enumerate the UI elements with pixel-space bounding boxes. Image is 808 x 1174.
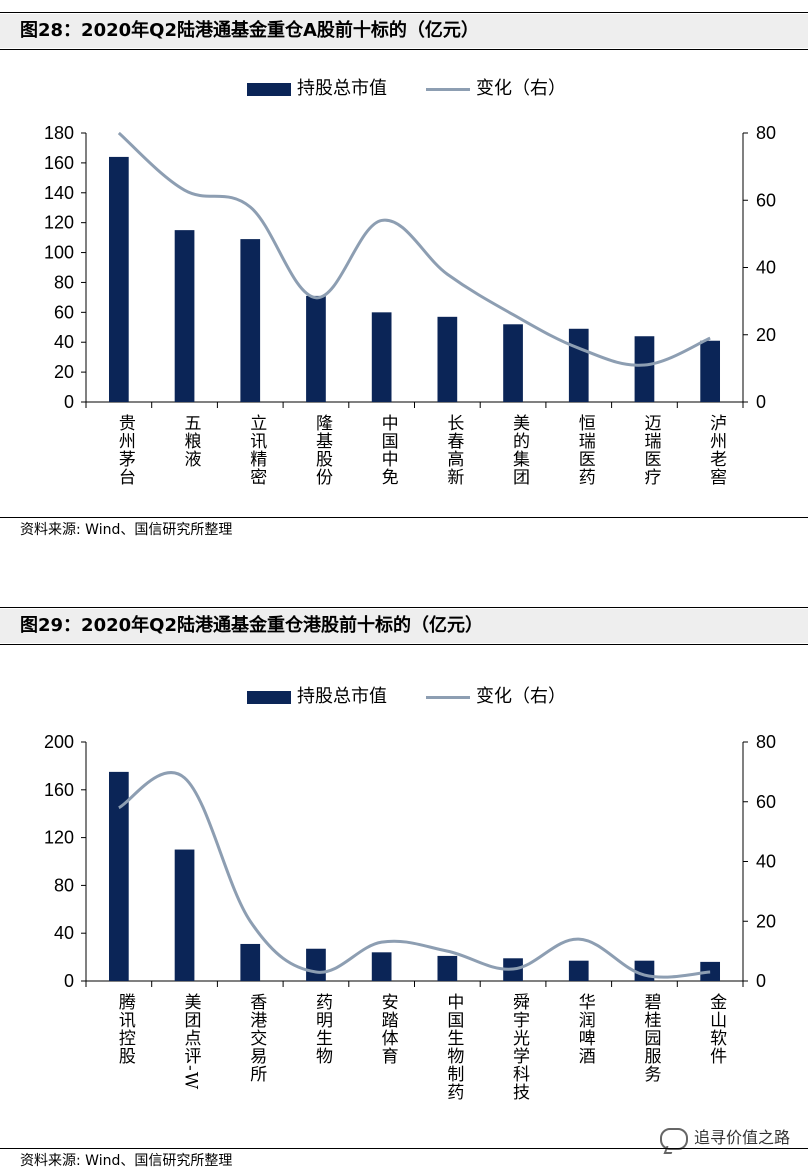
figure-28-legend: 持股总市值 变化（右） <box>0 75 808 103</box>
y-tick-label-right: 60 <box>756 190 776 210</box>
bar <box>174 849 195 981</box>
legend-line-label: 变化（右） <box>476 78 566 99</box>
figure-29-legend: 持股总市值 变化（右） <box>0 683 808 711</box>
figure-28-bottom-rule <box>0 517 808 518</box>
y-tick-label-left: 0 <box>64 392 74 412</box>
bar <box>240 943 261 981</box>
legend-line-label: 变化（右） <box>476 686 566 707</box>
figure-29-title: 图29：2020年Q2陆港通基金重仓港股前十标的（亿元） <box>0 609 808 643</box>
figure-29-title-rule <box>0 644 808 645</box>
figure-29-source: 资料来源: Wind、国信研究所整理 <box>20 1153 233 1169</box>
chart-29-plot: 0 40 80 120 160 200 0 20 40 60 80 腾讯控股 美团点评-W 香港交易所 药明… <box>44 732 776 1101</box>
figure-28-top-rule <box>0 12 808 13</box>
x-tick-label: 长春高新 <box>443 414 464 486</box>
bar <box>568 328 589 402</box>
bar <box>634 960 655 981</box>
x-tick-label: 美的集团 <box>509 414 530 486</box>
y-tick-label-left: 160 <box>44 780 74 800</box>
x-tick-label: 中国生物制药 <box>443 993 464 1101</box>
y-tick-label-left: 40 <box>54 923 74 943</box>
figure-29-bottom-rule <box>0 1148 808 1149</box>
y-tick-label-right: 80 <box>756 732 776 752</box>
x-tick-label: 碧桂园服务 <box>640 993 661 1083</box>
x-tick-label: 药明生物 <box>312 993 333 1065</box>
x-tick-label: 美团点评-W <box>181 993 202 1090</box>
bar <box>108 156 129 402</box>
x-tick-label: 隆基股份 <box>312 414 333 486</box>
y-tick-label-left: 80 <box>54 875 74 895</box>
figure-28-title-rule <box>0 49 808 50</box>
wechat-icon <box>659 1127 688 1150</box>
legend-line-swatch <box>426 88 470 91</box>
y-tick-label-right: 20 <box>756 911 776 931</box>
x-tick-label: 五粮液 <box>181 414 202 468</box>
y-tick-label-left: 100 <box>44 243 74 263</box>
y-tick-label-right: 40 <box>756 258 776 278</box>
x-tick-label: 贵州茅台 <box>115 414 136 486</box>
bar <box>634 336 655 402</box>
series-line <box>118 771 711 979</box>
x-tick-label: 金山软件 <box>706 993 727 1065</box>
y-tick-label-left: 80 <box>54 272 74 292</box>
bar <box>306 295 326 402</box>
x-tick-label: 泸州老窖 <box>706 414 727 486</box>
y-tick-label-right: 80 <box>756 123 776 143</box>
y-tick-label-left: 140 <box>44 183 74 203</box>
bar <box>437 316 458 402</box>
y-tick-label-left: 0 <box>64 971 74 991</box>
x-tick-label: 立讯精密 <box>246 414 267 486</box>
series-line <box>117 131 711 367</box>
figure-29-top-rule <box>0 607 808 608</box>
x-tick-label: 腾讯控股 <box>115 993 136 1065</box>
y-tick-label-left: 20 <box>54 362 74 382</box>
y-tick-label-left: 200 <box>44 732 74 752</box>
bar <box>503 324 523 402</box>
bar <box>108 771 129 981</box>
y-tick-label-left: 120 <box>44 828 74 848</box>
bar <box>700 961 721 981</box>
y-tick-label-left: 60 <box>54 302 74 322</box>
legend-bar-label: 持股总市值 <box>297 686 387 707</box>
x-tick-label: 舜宇光学科技 <box>509 993 530 1101</box>
bar <box>437 955 458 981</box>
bar <box>568 960 589 981</box>
figure-28-title: 图28：2020年Q2陆港通基金重仓A股前十标的（亿元） <box>0 14 808 48</box>
x-tick-label: 安踏体育 <box>378 993 399 1065</box>
legend-bar-swatch <box>247 83 291 96</box>
legend-bar-swatch <box>247 691 291 704</box>
x-tick-label: 迈瑞医疗 <box>640 414 661 486</box>
bar <box>174 230 195 402</box>
bar <box>371 312 392 402</box>
y-tick-label-left: 120 <box>44 213 74 233</box>
x-tick-label: 华润啤酒 <box>575 993 596 1065</box>
x-tick-label: 中国中免 <box>378 414 399 486</box>
y-tick-label-right: 60 <box>756 792 776 812</box>
bar <box>700 340 721 402</box>
bar <box>306 948 326 981</box>
x-tick-label: 香港交易所 <box>246 993 267 1083</box>
x-tick-label: 恒瑞医药 <box>575 414 596 486</box>
legend-line-swatch <box>426 696 470 699</box>
y-tick-label-left: 160 <box>44 153 74 173</box>
bar <box>371 952 392 981</box>
legend-bar-label: 持股总市值 <box>297 78 387 99</box>
y-tick-label-left: 40 <box>54 332 74 352</box>
y-tick-label-right: 0 <box>756 392 766 412</box>
y-tick-label-right: 40 <box>756 852 776 872</box>
figure-28-source: 资料来源: Wind、国信研究所整理 <box>20 522 233 538</box>
y-tick-label-right: 0 <box>756 971 766 991</box>
watermark-text: 追寻价值之路 <box>693 1128 790 1147</box>
bar <box>240 239 261 402</box>
y-tick-label-left: 180 <box>44 123 74 143</box>
y-tick-label-right: 20 <box>756 325 776 345</box>
chart-28-plot: 0 20 40 60 80 100 120 140 160 180 0 20 40 60 80 贵州茅台 五粮液… <box>44 123 776 486</box>
